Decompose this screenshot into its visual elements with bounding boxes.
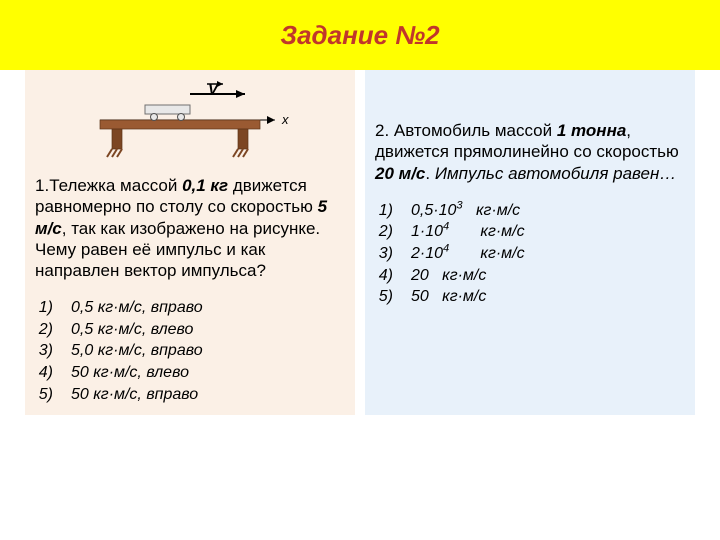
answer-option: 4)50 кг·м/с, влево — [35, 362, 345, 384]
axis-x-label: x — [281, 112, 289, 127]
answer-option: 5)50 кг·м/с — [375, 286, 685, 308]
answer-option: 1)0,5·103 кг·м/с — [375, 200, 685, 222]
question-2-text: 2. Автомобиль массой 1 тонна, движется п… — [375, 120, 685, 184]
question-2-panel: 2. Автомобиль массой 1 тонна, движется п… — [365, 70, 695, 415]
question-1-text: 1.Тележка массой 0,1 кг движется равноме… — [35, 175, 345, 281]
answer-option: 1)0,5 кг·м/с, вправо — [35, 297, 345, 319]
title-banner: Задание №2 — [0, 0, 720, 70]
answer-option: 5)50 кг·м/с, вправо — [35, 384, 345, 406]
q1-number: 1. — [35, 176, 49, 195]
page-title: Задание №2 — [280, 20, 439, 51]
answer-option: 2)0,5 кг·м/с, влево — [35, 319, 345, 341]
answer-option: 3)2·104 кг·м/с — [375, 243, 685, 265]
answer-option: 4)20 кг·м/с — [375, 265, 685, 287]
cart-diagram: x V — [90, 80, 290, 165]
question-1-panel: x V — [25, 70, 355, 415]
question-2-answers: 1)0,5·103 кг·м/с 2)1·104 кг·м/с 3)2·104 … — [375, 200, 685, 308]
content-columns: x V — [0, 70, 720, 415]
answer-option: 2)1·104 кг·м/с — [375, 221, 685, 243]
answer-option: 3)5,0 кг·м/с, вправо — [35, 340, 345, 362]
question-1-answers: 1)0,5 кг·м/с, вправо 2)0,5 кг·м/с, влево… — [35, 297, 345, 405]
